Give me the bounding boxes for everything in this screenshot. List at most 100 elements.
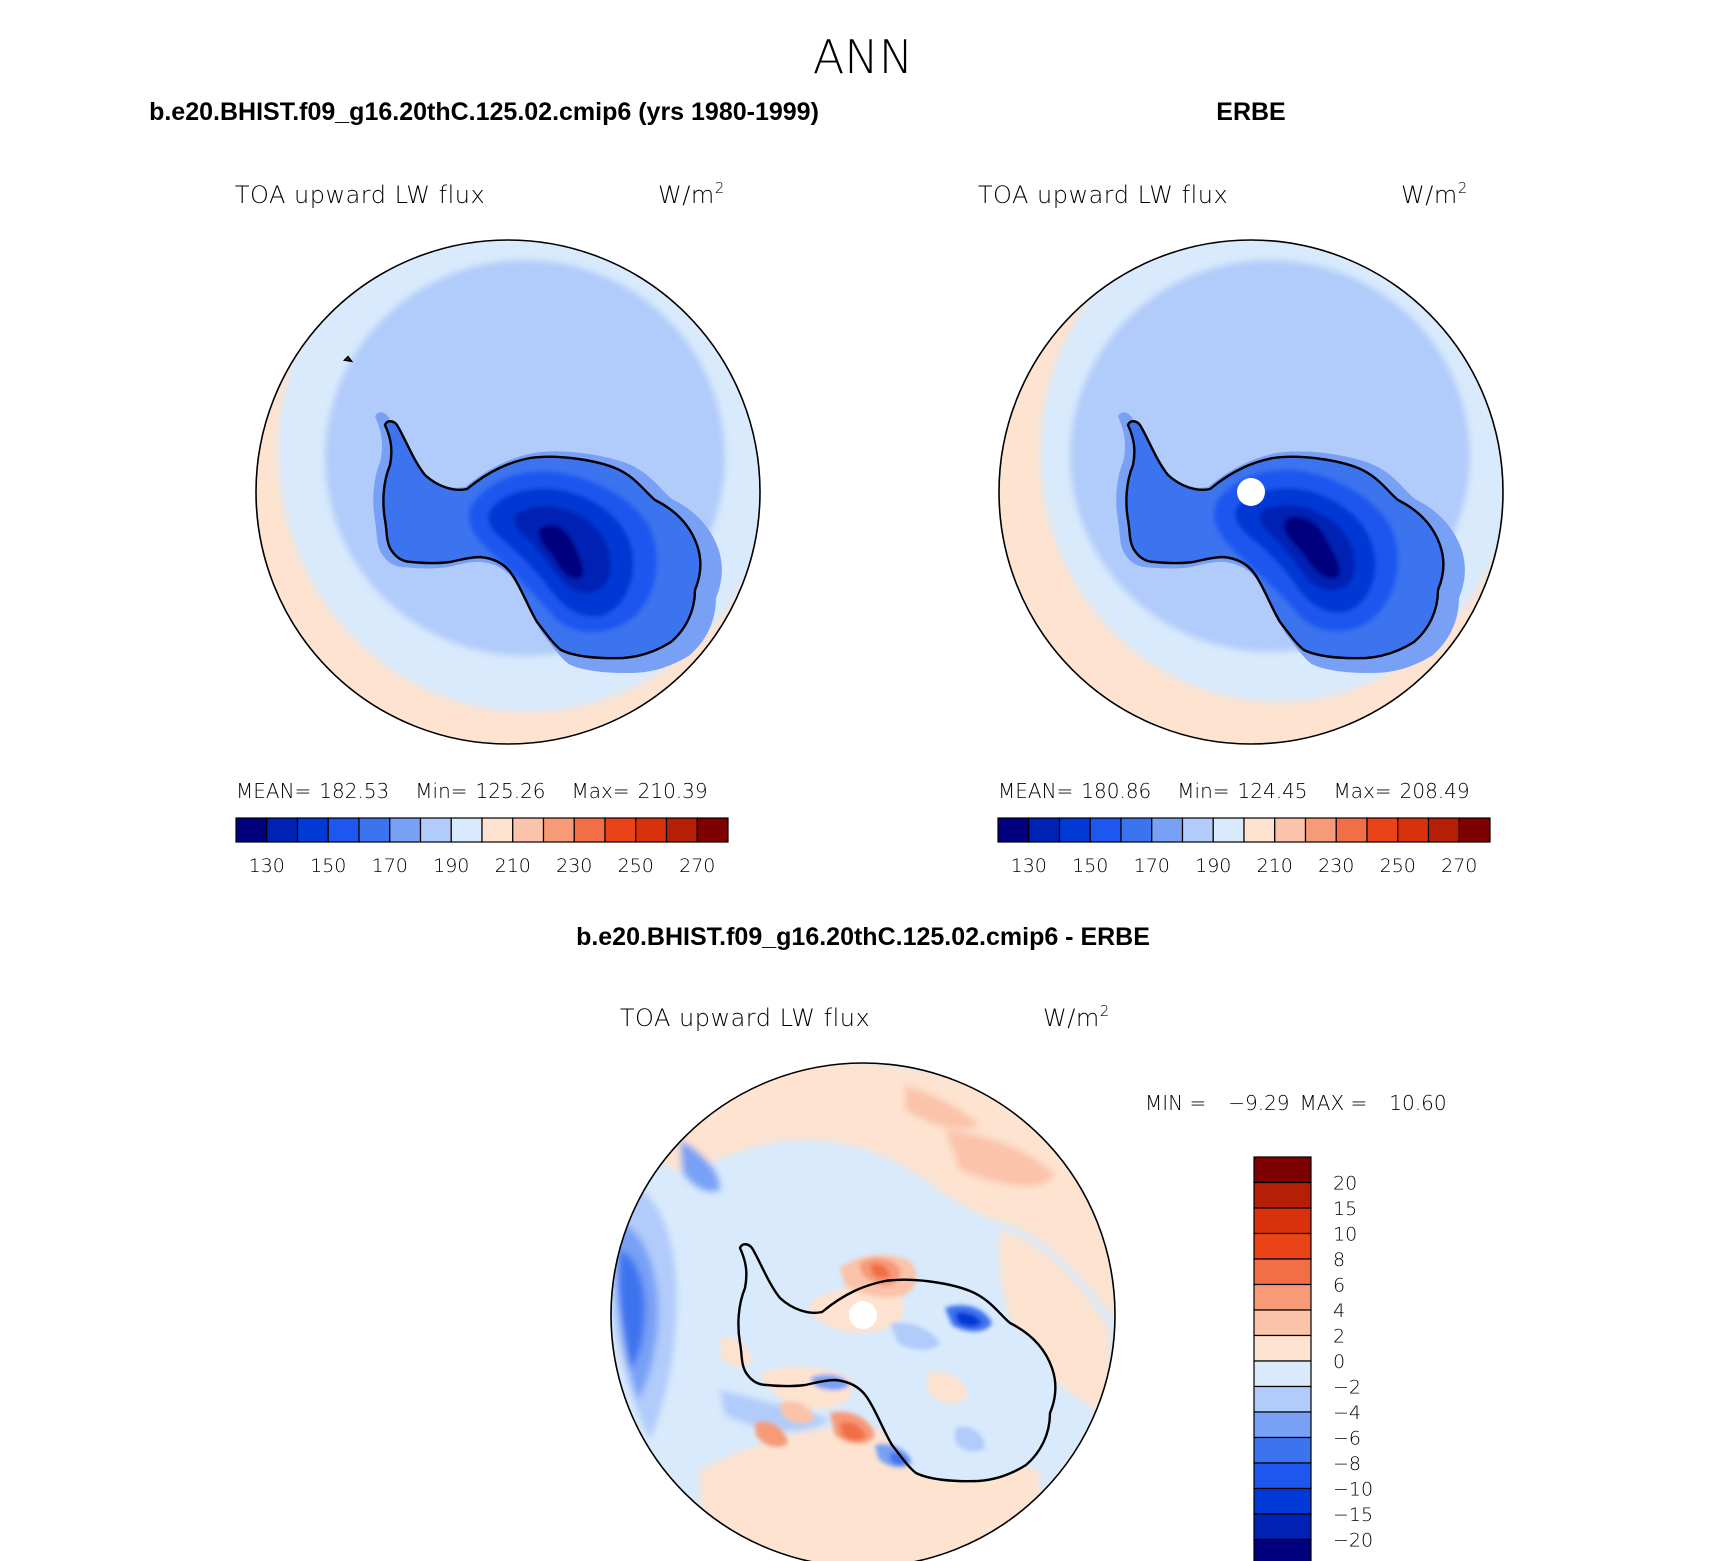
panel-erbe-title: ERBE [1216,98,1285,126]
colorbar-diff-swatch-15 [1253,1538,1312,1561]
panel-diff-units: W/m2 [1043,1002,1110,1032]
colorbar-diff-swatch-12 [1253,1462,1312,1490]
colorbar-erbe-tick-label: 150 [1072,855,1108,877]
panel-erbe-stats: MEAN= 180.86 Min= 124.45 Max= 208.49 [998,779,1470,803]
colorbar-diff-tick-label: 10 [1333,1224,1357,1246]
colorbar-model-tick-label: 270 [679,855,715,877]
colorbar-diff-swatch-14 [1253,1513,1312,1541]
colorbar-diff-swatch-1 [1253,1181,1312,1209]
panel-model-map [256,240,760,744]
colorbar-model-swatch-14 [665,817,698,843]
colorbar-model-swatch-12 [604,817,637,843]
colorbar-erbe-swatch-12 [1366,817,1399,843]
panel-model-title: b.e20.BHIST.f09_g16.20thC.125.02.cmip6 (… [149,98,819,126]
colorbar-erbe-tick-label: 210 [1257,855,1293,877]
colorbar-model-tick-label: 190 [433,855,469,877]
colorbar-diff-swatch-11 [1253,1436,1312,1464]
colorbar-diff-swatch-8 [1253,1360,1312,1388]
colorbar-diff-tick-label: −2 [1333,1377,1361,1399]
colorbar-erbe-tick-label: 130 [1011,855,1047,877]
colorbar-diff-tick-label: −6 [1333,1428,1361,1450]
colorbar-model-tick-label: 170 [372,855,408,877]
colorbar-model-swatch-4 [358,817,391,843]
colorbar-erbe-swatch-14 [1427,817,1460,843]
panel-diff-map [611,1063,1115,1561]
colorbar-diff-tick-label: −15 [1333,1504,1373,1526]
colorbar-model-swatch-0 [235,817,268,843]
colorbar-erbe-swatch-10 [1304,817,1337,843]
missing-data-pole [1237,478,1265,506]
colorbar-model-swatch-10 [542,817,575,843]
panel-erbe-variable: TOA upward LW flux [978,181,1228,209]
colorbar-erbe-swatch-5 [1151,817,1184,843]
colorbar-erbe-tick-label: 170 [1134,855,1170,877]
panel-diff-title: b.e20.BHIST.f09_g16.20thC.125.02.cmip6 -… [576,923,1150,951]
colorbar-diff-swatch-10 [1253,1411,1312,1439]
panel-model-variable: TOA upward LW flux [235,181,485,209]
colorbar-diff-swatch-4 [1253,1258,1312,1286]
panel-erbe-units: W/m2 [1401,179,1468,209]
colorbar-model-swatch-1 [266,817,299,843]
colorbar-model-swatch-15 [696,817,729,843]
colorbar-diff-tick-label: 2 [1333,1326,1345,1348]
panel-erbe: ERBE TOA upward LW flux W/m2 [978,98,1504,877]
colorbar-diff-tick-label: −20 [1333,1530,1373,1552]
colorbar-diff-tick-label: 15 [1333,1198,1357,1220]
panel-model: b.e20.BHIST.f09_g16.20thC.125.02.cmip6 (… [149,98,819,877]
colorbar-diff-swatch-2 [1253,1207,1312,1235]
colorbar-diff-tick-label: −10 [1333,1479,1373,1501]
colorbar-diff-tick-label: 4 [1333,1300,1345,1322]
colorbar-diff-tick-label: 6 [1333,1275,1345,1297]
colorbar-model-swatch-6 [419,817,452,843]
colorbar-erbe-swatch-15 [1458,817,1491,843]
colorbar-diff-tick-label: 0 [1333,1351,1345,1373]
colorbar-diff-swatch-3 [1253,1232,1312,1260]
colorbar-model-swatch-13 [635,817,668,843]
colorbar-diff-tick-label: 20 [1333,1173,1357,1195]
colorbar-erbe-swatch-1 [1028,817,1061,843]
colorbar-diff-swatch-0 [1253,1156,1312,1184]
colorbar-erbe-swatch-11 [1335,817,1368,843]
colorbar-model-tick-label: 250 [618,855,654,877]
colorbar-model-tick-label: 150 [310,855,346,877]
panel-model-stats: MEAN= 182.53 Min= 125.26 Max= 210.39 [236,779,708,803]
colorbar-diff-tick-label: −4 [1333,1402,1361,1424]
panel-diff-variable: TOA upward LW flux [620,1004,870,1032]
colorbar-erbe-swatch-7 [1212,817,1245,843]
colorbar-diff-swatch-7 [1253,1334,1312,1362]
colorbar-model-swatch-8 [481,817,514,843]
panel-diff-stats: MIN = −9.29 MAX = 10.60 [1145,1091,1447,1115]
panel-erbe-colorbar: 130 150 170 190 210 230 250 270 [997,817,1491,877]
colorbar-model-tick-label: 130 [249,855,285,877]
colorbar-model-swatch-9 [512,817,545,843]
colorbar-erbe-swatch-4 [1120,817,1153,843]
colorbar-erbe-tick-label: 250 [1380,855,1416,877]
colorbar-erbe-swatch-9 [1274,817,1307,843]
panel-model-units: W/m2 [658,179,725,209]
colorbar-model-tick-label: 210 [495,855,531,877]
colorbar-erbe-swatch-3 [1089,817,1122,843]
colorbar-erbe-swatch-0 [997,817,1030,843]
colorbar-diff-tick-label: −8 [1333,1453,1361,1475]
panel-erbe-map [999,240,1503,744]
colorbar-diff-tick-label: 8 [1333,1249,1345,1271]
colorbar-model-swatch-7 [450,817,483,843]
panel-model-colorbar: 130 150 170 190 210 230 250 270 [235,817,729,877]
colorbar-erbe-tick-label: 190 [1195,855,1231,877]
panel-diff: b.e20.BHIST.f09_g16.20thC.125.02.cmip6 -… [576,923,1447,1561]
colorbar-erbe-swatch-8 [1243,817,1276,843]
colorbar-model-swatch-2 [296,817,329,843]
colorbar-model-tick-label: 230 [556,855,592,877]
colorbar-model-swatch-5 [389,817,422,843]
colorbar-diff-swatch-9 [1253,1385,1312,1413]
colorbar-erbe-swatch-6 [1181,817,1214,843]
colorbar-diff-swatch-6 [1253,1309,1312,1337]
colorbar-model-swatch-3 [327,817,360,843]
map-boundary [255,239,761,745]
figure-title: ANN [813,30,913,84]
colorbar-erbe-swatch-13 [1397,817,1430,843]
colorbar-model-swatch-11 [573,817,606,843]
colorbar-erbe-tick-label: 230 [1318,855,1354,877]
